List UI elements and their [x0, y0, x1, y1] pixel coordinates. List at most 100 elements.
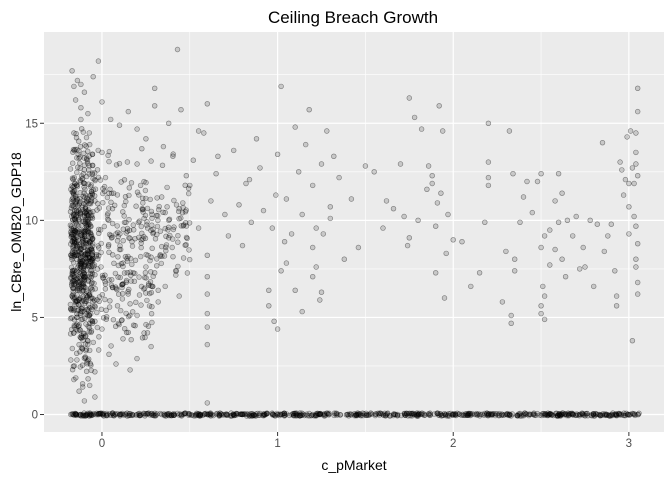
data-point [485, 412, 491, 419]
data-point [292, 410, 298, 416]
data-point [71, 204, 77, 210]
data-point [83, 346, 90, 352]
data-point [635, 411, 641, 418]
data-point [130, 270, 137, 276]
data-point [95, 347, 102, 353]
data-point [85, 356, 92, 362]
data-point [95, 411, 102, 417]
data-point [72, 146, 78, 153]
data-point [90, 296, 96, 302]
data-point [88, 199, 94, 205]
data-point [68, 254, 75, 261]
data-point [120, 336, 126, 342]
data-point [101, 223, 108, 230]
data-point [104, 216, 111, 222]
data-point [168, 413, 175, 419]
data-point [74, 287, 81, 293]
data-point [406, 235, 412, 241]
data-point [368, 410, 374, 416]
data-point [573, 411, 580, 417]
data-point [435, 410, 441, 416]
data-point [410, 410, 416, 416]
data-point [89, 252, 95, 258]
data-point [70, 307, 77, 313]
data-point [616, 410, 623, 417]
data-point [283, 196, 290, 202]
data-point [83, 288, 90, 294]
data-point [576, 266, 583, 272]
data-point [502, 411, 508, 418]
data-points [67, 46, 642, 419]
data-point [204, 274, 211, 280]
data-point [146, 303, 153, 309]
data-point [620, 192, 627, 198]
data-point [517, 413, 523, 419]
data-point [498, 412, 505, 419]
data-point [274, 410, 280, 417]
data-point [74, 321, 80, 327]
data-point [186, 247, 192, 253]
data-point [86, 239, 93, 245]
data-point [176, 412, 182, 418]
data-point [88, 317, 94, 324]
data-point [71, 188, 78, 194]
data-point [145, 323, 152, 329]
data-point [506, 128, 513, 134]
data-point [292, 124, 298, 130]
data-point [279, 411, 285, 418]
data-point [73, 213, 79, 219]
data-point [148, 289, 155, 296]
data-point [446, 411, 452, 417]
data-point [297, 410, 303, 416]
data-point [82, 333, 89, 339]
data-point [318, 161, 325, 167]
data-point [100, 190, 106, 197]
data-point [634, 279, 641, 286]
data-point [126, 412, 132, 419]
data-point [102, 174, 109, 181]
data-point [95, 243, 101, 249]
data-point [74, 221, 80, 228]
data-point [582, 264, 588, 270]
data-point [92, 186, 99, 192]
data-point [75, 223, 82, 229]
data-point [82, 216, 89, 223]
data-point [80, 280, 87, 286]
minor-gridlines [44, 32, 664, 432]
data-point [70, 225, 77, 231]
data-point [73, 252, 80, 259]
data-point [88, 189, 95, 195]
data-point [81, 270, 87, 276]
data-point [81, 89, 88, 95]
data-point [326, 412, 332, 418]
data-point [590, 411, 596, 417]
data-point [283, 260, 290, 266]
data-point [561, 412, 567, 418]
data-point [149, 245, 155, 252]
data-point [283, 411, 290, 417]
data-point [452, 411, 459, 418]
data-point [152, 236, 159, 242]
x-tick-label: 3 [626, 438, 632, 450]
data-point [163, 244, 169, 250]
data-point [105, 152, 111, 159]
data-point [111, 202, 118, 209]
data-point [545, 412, 552, 418]
data-point [81, 262, 88, 268]
data-point [161, 412, 168, 419]
data-point [73, 298, 80, 304]
data-point [148, 311, 155, 317]
data-point [493, 411, 499, 417]
data-point [77, 327, 83, 333]
data-point [78, 259, 85, 265]
data-point [71, 306, 77, 312]
data-point [80, 297, 86, 304]
data-point [542, 411, 548, 417]
data-point [83, 237, 89, 243]
data-point [82, 200, 89, 206]
data-point [591, 413, 597, 419]
data-point [543, 411, 550, 417]
data-point [76, 278, 82, 285]
data-point [95, 174, 102, 181]
